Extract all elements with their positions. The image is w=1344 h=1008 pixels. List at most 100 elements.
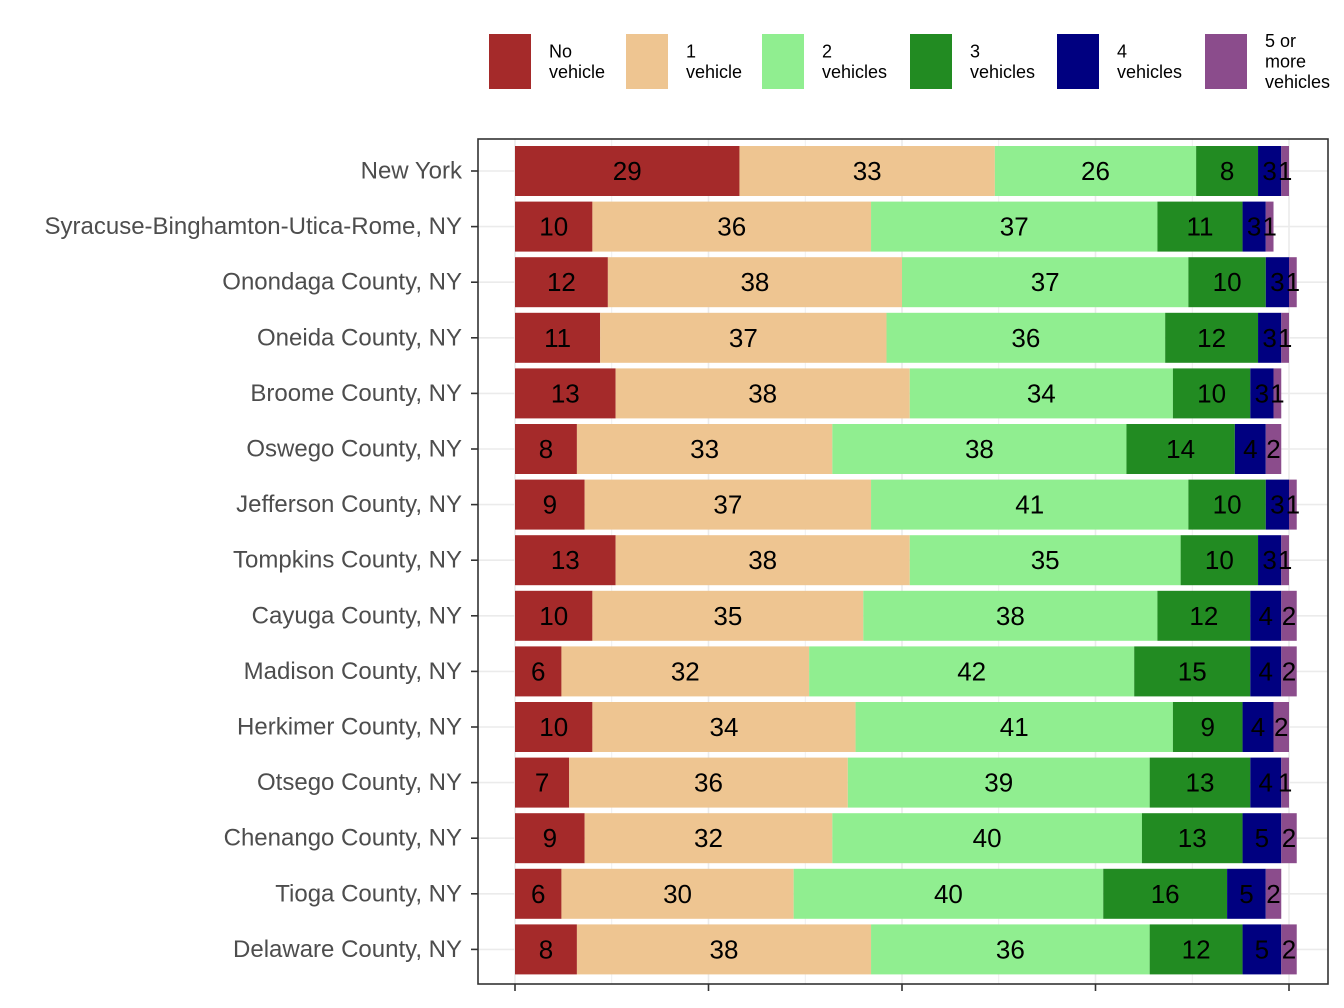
category-label: Syracuse-Binghamton-Utica-Rome, NY bbox=[45, 213, 462, 240]
bar-segment bbox=[1188, 257, 1266, 308]
bar-segment bbox=[515, 757, 570, 808]
data-label: 37 bbox=[1031, 267, 1060, 297]
data-label: 10 bbox=[1197, 378, 1226, 408]
bar-segment bbox=[871, 201, 1158, 252]
data-label: 37 bbox=[1000, 212, 1029, 242]
data-label: 1 bbox=[1286, 490, 1300, 520]
data-label: 3 bbox=[1255, 378, 1269, 408]
data-label: 14 bbox=[1166, 434, 1195, 464]
bar-segment bbox=[1188, 479, 1266, 530]
bar-segment bbox=[592, 702, 856, 752]
category-label: Jefferson County, NY bbox=[236, 491, 462, 518]
bar-segment bbox=[569, 757, 848, 808]
data-label: 9 bbox=[543, 490, 557, 520]
category-label: Madison County, NY bbox=[244, 658, 462, 685]
bar-segment bbox=[615, 368, 910, 419]
bar-segment bbox=[1273, 702, 1289, 752]
legend-item: 1 vehicle bbox=[626, 34, 742, 89]
data-label: 38 bbox=[710, 934, 739, 964]
bar-segment bbox=[739, 146, 995, 196]
data-label: 5 bbox=[1255, 823, 1269, 853]
bar-segment bbox=[615, 535, 910, 586]
data-label: 32 bbox=[694, 823, 723, 853]
data-label: 13 bbox=[1186, 768, 1215, 798]
bar-segment bbox=[561, 868, 794, 919]
data-label: 37 bbox=[729, 323, 758, 353]
category-label: Broome County, NY bbox=[250, 380, 462, 407]
bar-segment bbox=[871, 924, 1150, 975]
legend-key bbox=[1057, 34, 1099, 89]
bar-segment bbox=[1141, 813, 1243, 864]
data-label: 36 bbox=[1011, 323, 1040, 353]
bar-segment bbox=[1149, 924, 1243, 975]
data-label: 38 bbox=[740, 267, 769, 297]
data-label: 2 bbox=[1274, 712, 1288, 742]
bar-segment bbox=[1265, 257, 1289, 308]
legend-item: 3 vehicles bbox=[910, 34, 1035, 89]
data-label: 4 bbox=[1251, 712, 1265, 742]
legend-key bbox=[1205, 34, 1247, 89]
data-label: 40 bbox=[973, 823, 1002, 853]
bar-segment bbox=[871, 479, 1189, 530]
data-label: 12 bbox=[1189, 601, 1218, 631]
bar-segment bbox=[1242, 702, 1274, 752]
bar-segment bbox=[1250, 368, 1274, 419]
bar-segment bbox=[515, 813, 585, 864]
bar-segment bbox=[515, 702, 593, 752]
bar-segment bbox=[1250, 646, 1282, 697]
bar-segment bbox=[515, 146, 740, 196]
legend-key bbox=[626, 34, 668, 89]
bar-segment bbox=[1258, 146, 1282, 196]
data-label: 1 bbox=[1278, 768, 1292, 798]
data-label: 38 bbox=[965, 434, 994, 464]
bar-segment bbox=[515, 479, 585, 530]
bar-segment bbox=[1281, 590, 1297, 641]
legend-item: 2 vehicles bbox=[762, 34, 887, 89]
bar-segment bbox=[1172, 368, 1251, 419]
data-label: 32 bbox=[671, 656, 700, 686]
bar-segment bbox=[1165, 312, 1259, 363]
category-label: Chenango County, NY bbox=[224, 825, 462, 852]
bar-segment bbox=[1281, 146, 1289, 196]
bar-segment bbox=[1281, 924, 1297, 975]
data-label: 29 bbox=[613, 156, 642, 186]
data-label: 11 bbox=[544, 323, 571, 353]
legend-label: 1 vehicle bbox=[686, 41, 742, 82]
data-label: 41 bbox=[1000, 712, 1029, 742]
data-label: 38 bbox=[748, 545, 777, 575]
bar-segment bbox=[1289, 257, 1297, 308]
data-label: 9 bbox=[543, 823, 557, 853]
category-label: Oswego County, NY bbox=[246, 436, 462, 463]
category-label: Tompkins County, NY bbox=[233, 547, 462, 574]
legend-key bbox=[489, 34, 531, 89]
category-label: Herkimer County, NY bbox=[237, 714, 462, 741]
bar-segment bbox=[576, 924, 872, 975]
data-label: 12 bbox=[1197, 323, 1226, 353]
data-label: 38 bbox=[996, 601, 1025, 631]
data-label: 9 bbox=[1200, 712, 1214, 742]
bar-segment bbox=[515, 590, 593, 641]
data-label: 12 bbox=[547, 267, 576, 297]
bar-segment bbox=[886, 312, 1166, 363]
category-label: Otsego County, NY bbox=[257, 769, 462, 796]
data-label: 2 bbox=[1282, 823, 1296, 853]
bar-segment bbox=[1134, 646, 1251, 697]
bar-segment bbox=[909, 368, 1173, 419]
data-label: 13 bbox=[551, 545, 580, 575]
bar-segment bbox=[855, 702, 1173, 752]
bar-segment bbox=[1103, 868, 1228, 919]
bar-segment bbox=[1273, 368, 1282, 419]
data-label: 16 bbox=[1151, 879, 1180, 909]
bar-segment bbox=[1234, 424, 1266, 474]
bar-segment bbox=[1149, 757, 1251, 808]
data-label: 3 bbox=[1262, 545, 1276, 575]
bar-segment bbox=[515, 424, 577, 474]
data-label: 8 bbox=[539, 434, 553, 464]
bar-segment bbox=[515, 368, 616, 419]
data-label: 15 bbox=[1178, 656, 1207, 686]
bar-segment bbox=[1227, 868, 1266, 919]
bar-segment bbox=[607, 257, 902, 308]
data-label: 12 bbox=[1182, 934, 1211, 964]
data-label: 3 bbox=[1270, 267, 1284, 297]
